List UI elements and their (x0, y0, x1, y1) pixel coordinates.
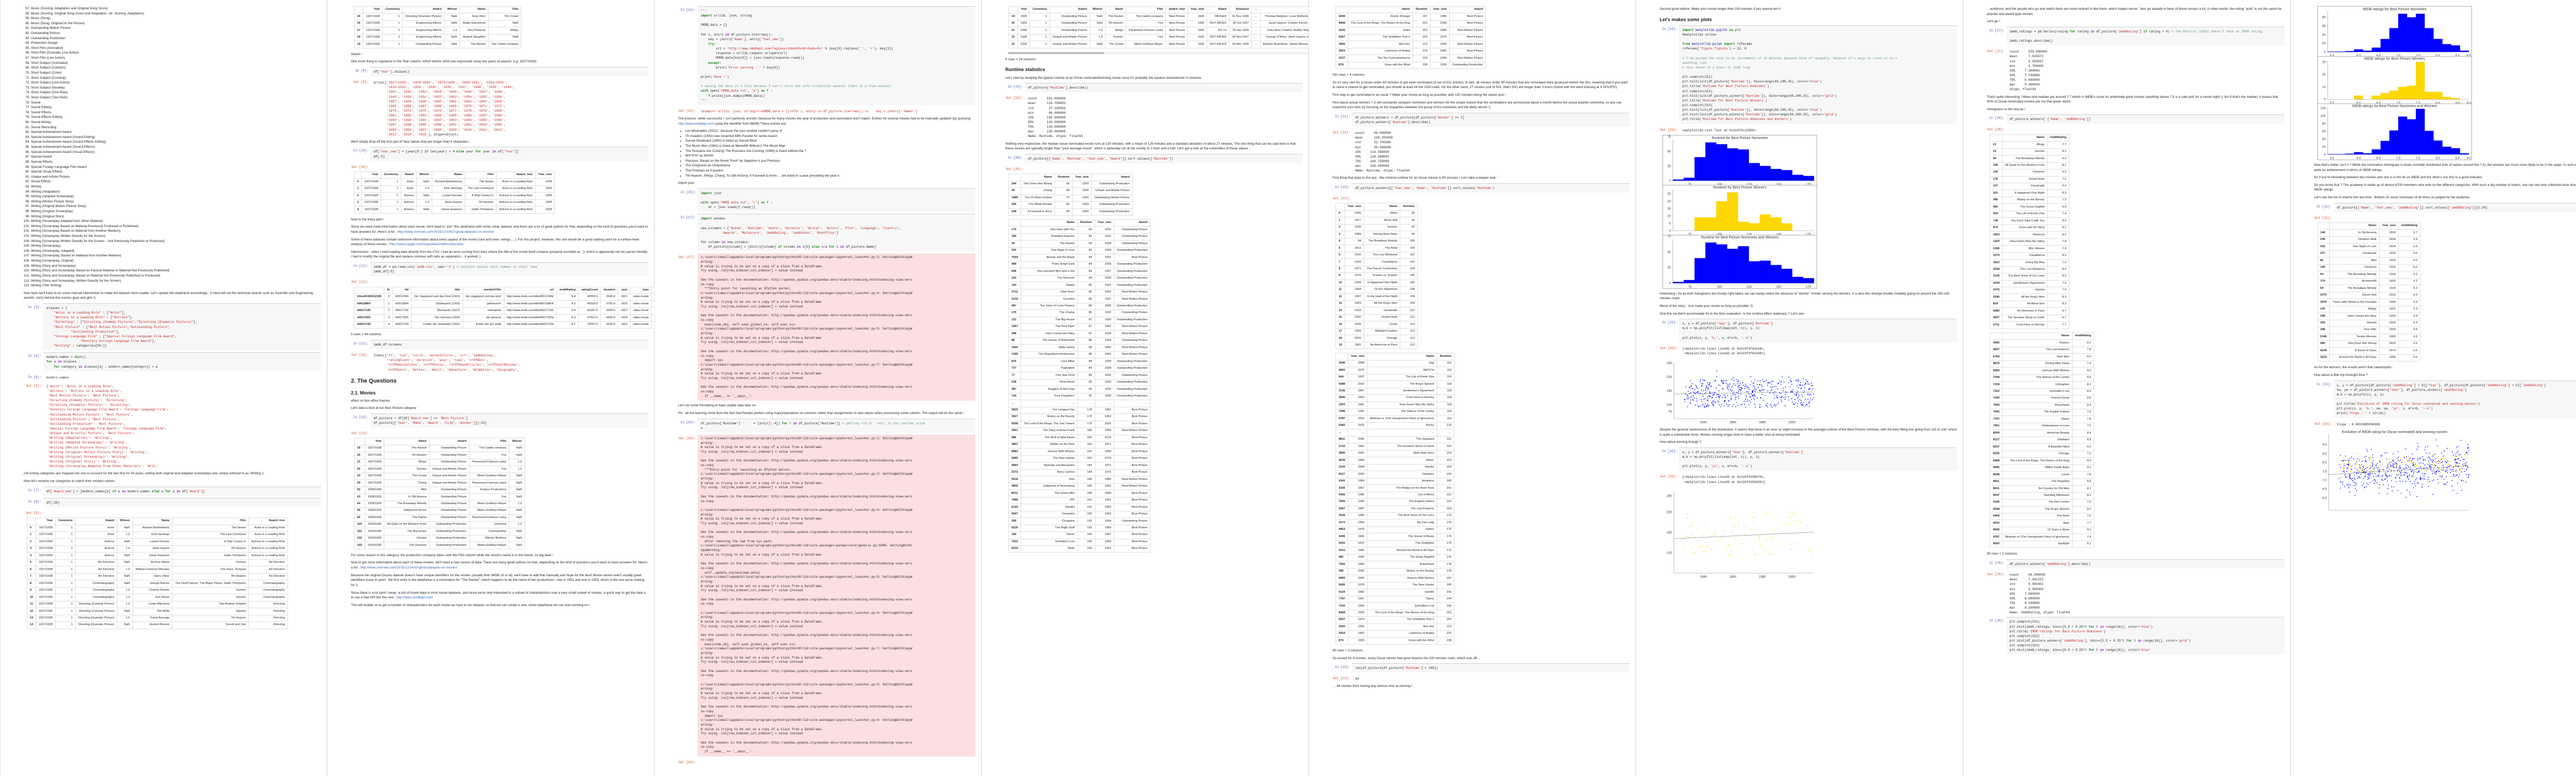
svg-text:6.5: 6.5 (2322, 488, 2327, 491)
svg-text:20: 20 (2322, 146, 2326, 149)
svg-text:150: 150 (1776, 286, 1782, 289)
svg-text:20: 20 (2322, 74, 2326, 77)
svg-text:60: 60 (2322, 25, 2326, 28)
svg-text:20: 20 (1668, 200, 1671, 203)
svg-text:40: 40 (2322, 138, 2326, 141)
svg-text:50: 50 (1668, 251, 1671, 254)
svg-text:30: 30 (2322, 61, 2326, 64)
svg-text:250: 250 (1667, 362, 1672, 365)
svg-text:Runtime for Best Picture Winne: Runtime for Best Picture Winners (1714, 186, 1767, 189)
svg-text:15: 15 (1668, 208, 1671, 211)
svg-text:1940: 1940 (1700, 576, 1707, 579)
svg-text:IMDB ratings for Best Picture: IMDB ratings for Best Picture Nominees (2363, 8, 2427, 11)
svg-text:9.0: 9.0 (2322, 443, 2327, 446)
svg-text:75: 75 (1688, 286, 1692, 289)
svg-text:200: 200 (1667, 511, 1672, 514)
svg-text:60: 60 (2322, 130, 2326, 133)
svg-text:1940: 1940 (1700, 421, 1707, 424)
svg-text:175: 175 (1806, 286, 1811, 289)
svg-text:8.5: 8.5 (2322, 453, 2327, 456)
svg-text:1980: 1980 (1759, 421, 1767, 424)
svg-text:25: 25 (1668, 165, 1671, 168)
svg-text:7.5: 7.5 (2322, 470, 2327, 473)
svg-text:Evolution of IMDB rating for O: Evolution of IMDB rating for Oscar-nomin… (2342, 430, 2447, 434)
svg-text:8.0: 8.0 (2435, 157, 2440, 160)
svg-text:150: 150 (1667, 390, 1672, 393)
svg-text:40: 40 (2322, 33, 2326, 37)
svg-text:5.5: 5.5 (2330, 157, 2334, 160)
svg-text:100: 100 (1667, 404, 1672, 407)
svg-text:6.0: 6.0 (2322, 497, 2327, 500)
svg-text:7.0: 7.0 (2322, 479, 2327, 482)
svg-text:25: 25 (1668, 193, 1671, 196)
svg-text:6.5: 6.5 (2376, 157, 2381, 160)
svg-text:75: 75 (1669, 410, 1672, 413)
svg-text:10: 10 (1668, 215, 1671, 218)
svg-text:9.0: 9.0 (2466, 157, 2471, 160)
svg-text:100: 100 (1667, 551, 1672, 555)
svg-text:10: 10 (2322, 86, 2326, 89)
svg-text:100: 100 (2320, 115, 2326, 118)
svg-text:IMDB ratings for Best Picture: IMDB ratings for Best Picture Nominees a… (2352, 105, 2437, 108)
svg-text:80: 80 (2322, 123, 2326, 126)
svg-text:IMDB ratings for Best Picture: IMDB ratings for Best Picture Winners (2364, 57, 2425, 61)
svg-text:20: 20 (2322, 42, 2326, 45)
svg-text:8.0: 8.0 (2322, 461, 2327, 464)
svg-text:Runtime for Best Picture Nomin: Runtime for Best Picture Nominees (1712, 136, 1769, 140)
svg-text:1960: 1960 (1730, 576, 1737, 579)
svg-text:100: 100 (1717, 286, 1723, 289)
svg-text:120: 120 (2320, 107, 2326, 110)
svg-text:Runtime for Best Picture Nomin: Runtime for Best Picture Nominees and Wi… (1701, 236, 1779, 239)
svg-text:25: 25 (1668, 266, 1671, 269)
svg-text:125: 125 (1747, 286, 1752, 289)
svg-text:2000: 2000 (1789, 576, 1796, 579)
svg-text:7.0: 7.0 (2396, 157, 2400, 160)
svg-text:50: 50 (1668, 150, 1671, 153)
svg-text:75: 75 (1668, 235, 1671, 238)
svg-text:1980: 1980 (1759, 576, 1767, 579)
svg-text:150: 150 (1667, 531, 1672, 534)
svg-text:7.5: 7.5 (2416, 157, 2420, 160)
svg-text:8.5: 8.5 (2455, 157, 2460, 160)
svg-text:1960: 1960 (1730, 421, 1737, 424)
svg-text:80: 80 (2322, 16, 2326, 20)
svg-text:6.0: 6.0 (2357, 157, 2361, 160)
svg-text:200: 200 (1667, 376, 1672, 379)
svg-text:75: 75 (1668, 135, 1671, 139)
svg-text:2000: 2000 (1789, 421, 1796, 424)
svg-text:240: 240 (1667, 495, 1672, 498)
